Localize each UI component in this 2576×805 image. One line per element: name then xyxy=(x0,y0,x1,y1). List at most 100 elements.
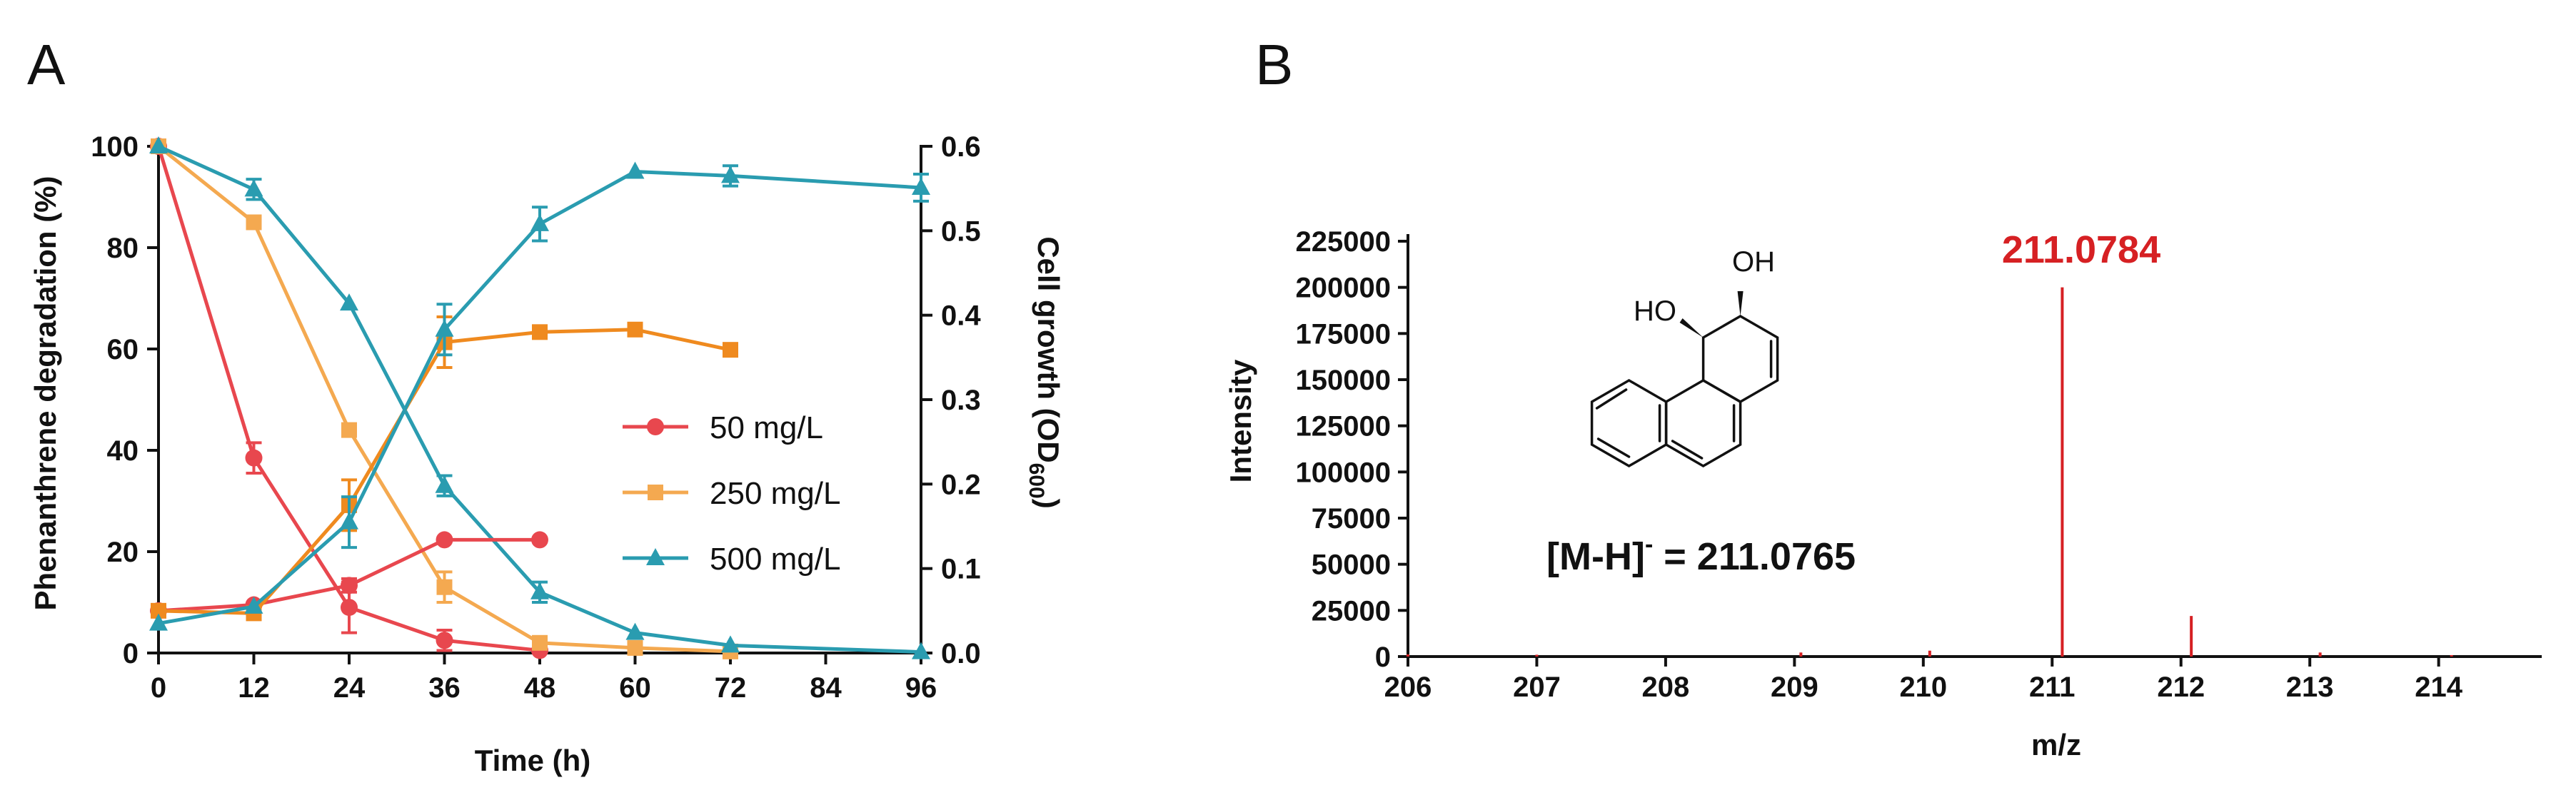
x-tick-label-a: 84 xyxy=(810,672,842,704)
x-tick-label-a: 12 xyxy=(238,672,270,704)
data-point-growth xyxy=(340,512,358,530)
data-point-degradation xyxy=(340,293,358,311)
data-point-degradation xyxy=(530,582,549,599)
series-line-growth xyxy=(158,170,922,626)
x-tick-label-b: 208 xyxy=(1642,672,1690,703)
wedge-bond-top xyxy=(1737,291,1744,316)
formula-rest: = 211.0765 xyxy=(1653,535,1856,578)
y-axis-label-right-end: ) xyxy=(1032,499,1065,509)
data-point-degradation xyxy=(244,179,263,197)
y-axis-label-right-sub: 600 xyxy=(1025,463,1048,499)
y-tick-label-b: 225000 xyxy=(1296,226,1391,258)
data-point-degradation xyxy=(912,642,930,659)
x-axis-label-a: Time (h) xyxy=(475,744,591,777)
y-left-tick-label: 60 xyxy=(107,334,139,365)
x-tick-label-a: 36 xyxy=(428,672,461,704)
chemical-structure-drawing xyxy=(1590,291,1779,468)
y-tick-label-b: 175000 xyxy=(1296,318,1391,350)
y-right-tick-label: 0.1 xyxy=(941,554,981,585)
y-right-tick-label: 0.2 xyxy=(941,469,981,500)
data-point-growth xyxy=(532,324,548,340)
x-tick-label-a: 96 xyxy=(905,672,937,704)
ring-middle-double-1 xyxy=(1671,440,1704,460)
y-tick-label-b: 150000 xyxy=(1296,365,1391,396)
legend-marker xyxy=(647,418,664,435)
x-tick-label-b: 207 xyxy=(1513,672,1561,703)
y-tick-label-b: 125000 xyxy=(1296,411,1391,442)
y-right-tick-label: 0.3 xyxy=(941,385,981,416)
data-point-degradation xyxy=(245,449,263,467)
panel-label-a: A xyxy=(27,33,66,96)
data-point-degradation xyxy=(436,579,453,595)
wedge-bond-left xyxy=(1679,318,1704,338)
data-point-growth xyxy=(723,342,738,358)
x-tick-label-b: 206 xyxy=(1384,672,1432,703)
formula-base: [M-H] xyxy=(1546,535,1645,578)
y-tick-label-b: 100000 xyxy=(1296,457,1391,488)
structure-oh-left: HO xyxy=(1634,295,1676,327)
ring-left xyxy=(1590,378,1668,468)
data-point-growth xyxy=(627,321,643,338)
y-left-tick-label: 20 xyxy=(107,537,139,568)
data-point-degradation xyxy=(341,599,358,617)
peak-label: 211.0784 xyxy=(2002,228,2160,271)
data-point-growth xyxy=(151,602,166,619)
formula-text: [M-H]- = 211.0765 xyxy=(1546,531,1856,578)
data-point-degradation xyxy=(435,475,454,493)
structure-oh-top: OH xyxy=(1732,246,1775,278)
y-axis-label-right-base: Cell growth (OD xyxy=(1032,236,1065,462)
y-axis-label-b: Intensity xyxy=(1224,359,1257,482)
y-tick-label-b: 25000 xyxy=(1312,595,1391,627)
x-tick-label-a: 24 xyxy=(333,672,366,704)
ring-top xyxy=(1701,314,1779,404)
formula-sup: - xyxy=(1645,531,1653,558)
ring-left-double-2 xyxy=(1595,388,1628,410)
y-right-tick-label: 0.5 xyxy=(941,216,981,247)
data-point-growth xyxy=(341,577,358,594)
y-tick-label-b: 50000 xyxy=(1312,550,1391,581)
data-point-growth xyxy=(912,177,930,195)
data-point-growth xyxy=(625,161,645,179)
y-left-tick-label: 40 xyxy=(107,435,139,467)
legend-label: 250 mg/L xyxy=(710,476,840,511)
data-point-degradation xyxy=(436,632,453,649)
ring-middle xyxy=(1664,378,1742,468)
chart-b-ticks: 206 207 208 209 210 211 212 213 214 0 25000 50000 75… xyxy=(1296,226,2463,703)
y-tick-label-b: 200000 xyxy=(1296,273,1391,304)
data-point-degradation xyxy=(341,422,357,438)
chart-a-series xyxy=(149,136,930,659)
y-tick-label-b: 0 xyxy=(1375,642,1391,673)
x-tick-label-b: 210 xyxy=(1899,672,1947,703)
chart-a-ticks: 0 12 24 36 48 60 72 84 96 0 20 40 60 80 100 0.0 0.1 0.2 0.… xyxy=(91,131,981,704)
x-tick-label-a: 60 xyxy=(619,672,651,704)
y-axis-label-right: Cell growth (OD600) xyxy=(1025,236,1065,508)
x-tick-label-b: 214 xyxy=(2415,672,2462,703)
data-point-degradation xyxy=(625,622,645,640)
data-point-growth xyxy=(436,531,453,549)
x-tick-label-a: 48 xyxy=(524,672,556,704)
data-point-growth xyxy=(721,166,740,183)
chart-b-axes xyxy=(1407,234,2542,658)
data-point-growth xyxy=(530,213,549,231)
y-right-tick-label: 0.6 xyxy=(941,131,981,163)
data-point-degradation xyxy=(149,136,168,153)
data-point-degradation xyxy=(532,634,548,651)
data-point-growth xyxy=(435,319,454,337)
y-axis-label-left: Phenanthrene degradation (%) xyxy=(29,176,62,610)
panel-label-b: B xyxy=(1255,33,1293,96)
ring-left-double-3 xyxy=(1596,437,1631,458)
data-point-degradation xyxy=(721,635,740,653)
x-tick-label-a: 0 xyxy=(151,672,166,704)
data-point-degradation xyxy=(627,639,643,656)
y-right-tick-label: 0.0 xyxy=(941,638,981,669)
y-left-tick-label: 80 xyxy=(107,233,139,264)
data-point-growth xyxy=(531,531,548,549)
legend-marker xyxy=(646,548,665,565)
data-point-degradation xyxy=(246,214,262,231)
series-line-degradation xyxy=(156,146,540,652)
x-tick-label-b: 213 xyxy=(2286,672,2334,703)
mass-spectrum-chart: 206 207 208 209 210 211 212 213 214 0 25000 50000 75… xyxy=(1224,226,2542,761)
y-tick-label-b: 75000 xyxy=(1312,503,1391,535)
legend-label: 50 mg/L xyxy=(710,410,823,445)
